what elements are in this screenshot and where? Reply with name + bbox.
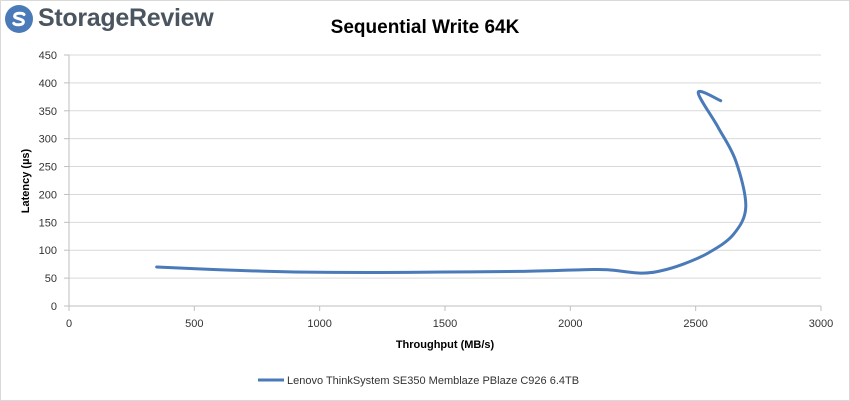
x-tick-label: 0	[66, 318, 72, 330]
y-tick-label: 50	[45, 273, 57, 285]
axes	[64, 54, 822, 311]
x-tick-label: 2000	[558, 318, 582, 330]
series-line	[155, 89, 748, 275]
x-tick-label: 1000	[307, 318, 331, 330]
y-tick-label: 150	[39, 217, 57, 229]
storagereview-s-logo-icon	[5, 4, 33, 33]
y-tick-labels: 0 50 100 150 200 250 300 350 400 450	[39, 50, 57, 313]
legend: Lenovo ThinkSystem SE350 Memblaze PBlaze…	[258, 375, 579, 387]
chart-title: Sequential Write 64K	[331, 17, 520, 38]
logo-text: StorageReview	[38, 4, 214, 32]
y-tick-label: 100	[39, 245, 57, 257]
y-tick-label: 200	[39, 189, 57, 201]
y-tick-label: 300	[39, 134, 57, 146]
x-tick-label: 500	[185, 318, 203, 330]
y-tick-label: 0	[51, 301, 57, 313]
y-tick-label: 350	[39, 106, 57, 118]
x-tick-label: 1500	[433, 318, 457, 330]
data-series	[155, 89, 748, 275]
x-tick-label: 2500	[683, 318, 707, 330]
y-axis-title: Latency (µs)	[20, 148, 32, 213]
x-axis-title: Throughput (MB/s)	[396, 339, 495, 351]
y-tick-label: 250	[39, 162, 57, 174]
y-tick-label: 400	[39, 78, 57, 90]
x-tick-labels: 0 500 1000 1500 2000 2500 3000	[66, 318, 833, 330]
x-tick-label: 3000	[809, 318, 833, 330]
storagereview-logo: StorageReview	[5, 4, 214, 33]
gridlines	[69, 54, 821, 279]
y-tick-label: 450	[39, 50, 57, 62]
legend-label: Lenovo ThinkSystem SE350 Memblaze PBlaze…	[287, 375, 579, 387]
